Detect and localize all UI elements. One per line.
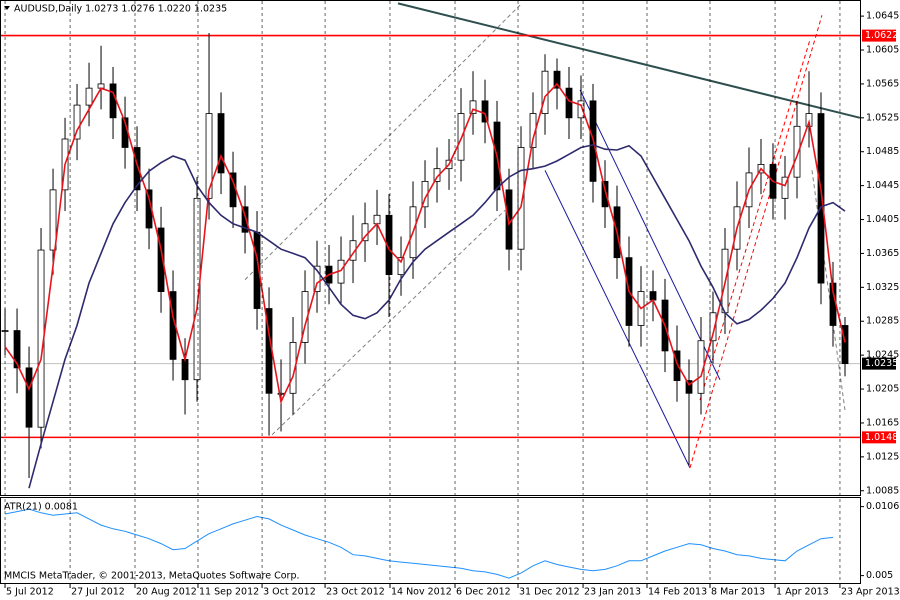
candle-body	[397, 257, 405, 276]
y-tick-label: 1.0565	[866, 78, 899, 89]
trendline	[271, 209, 506, 436]
atr-plot	[4, 508, 834, 579]
trendline	[689, 15, 823, 469]
y-tick-label: 1.0445	[866, 180, 899, 191]
y-tick-label: 1.0605	[866, 45, 899, 56]
trendline	[811, 170, 846, 411]
y-tick-label: 1.0525	[866, 112, 899, 123]
trendline	[244, 4, 521, 281]
main-plot	[1, 2, 861, 489]
y-tick-label: 0.0106	[866, 501, 899, 512]
x-tick-label: 1 Apr 2013	[776, 587, 829, 598]
candle-body	[289, 342, 297, 394]
x-tick-label: 6 Dec 2012	[456, 587, 511, 598]
candle-body	[553, 70, 561, 89]
chart-title: AUDUSD,Daily 1.0273 1.0276 1.0220 1.0235	[14, 4, 227, 15]
x-tick-label: 27 Jul 2012	[71, 587, 125, 598]
moving-average	[28, 144, 846, 489]
y-tick-label: 1.0365	[866, 248, 899, 259]
level-label-bg	[862, 29, 896, 42]
x-tick-label: 3 Oct 2012	[263, 587, 316, 598]
candle-body	[817, 113, 825, 284]
y-tick-label: 1.0405	[866, 214, 899, 225]
candle-body	[781, 176, 789, 199]
candle-body	[469, 100, 477, 114]
candle-body	[313, 265, 321, 292]
moving-average	[4, 82, 846, 405]
candle-body	[685, 380, 693, 394]
candle-body	[601, 180, 609, 208]
candle-body	[193, 197, 201, 381]
y-tick-label: 1.0165	[866, 417, 899, 428]
title-icon	[4, 6, 10, 10]
y-tick-label: 1.0085	[866, 485, 899, 496]
y-tick-label: 1.0285	[866, 316, 899, 327]
candle-body	[565, 87, 573, 119]
candle-body	[241, 206, 249, 233]
candle-body	[25, 367, 33, 428]
copyright: MMCIS MetaTrader, © 2001-2013, MetaQuote…	[4, 571, 300, 582]
candle-body	[73, 104, 81, 140]
x-tick-label: 8 Mar 2013	[711, 587, 765, 598]
level-label: 1.0148	[865, 432, 898, 443]
y-tick-label: 1.0125	[866, 451, 899, 462]
x-tick-label: 14 Nov 2012	[391, 587, 452, 598]
candle-body	[109, 83, 117, 119]
candle-body	[13, 330, 21, 369]
candle-body	[481, 100, 489, 123]
price-label: 1.0235	[865, 358, 898, 369]
candle-body	[373, 214, 381, 225]
y-tick-label: 1.0205	[866, 384, 899, 395]
atr-panel	[0, 497, 861, 584]
candle-body	[133, 147, 141, 191]
candle-body	[85, 87, 93, 106]
candle-body	[541, 70, 549, 114]
candle-body	[517, 147, 525, 250]
y-tick-label: 1.0325	[866, 282, 899, 293]
trendline	[579, 89, 721, 380]
x-tick-label: 23 Apr 2013	[841, 587, 900, 598]
level-label: 1.0622	[865, 30, 898, 41]
y-tick-label: 1.0485	[866, 146, 899, 157]
x-tick-label: 11 Sep 2012	[199, 587, 259, 598]
candle-body	[205, 113, 213, 199]
x-tick-label: 5 Jul 2012	[6, 587, 54, 598]
candle-body	[649, 291, 657, 301]
main-panel	[0, 0, 861, 496]
candle-body	[673, 350, 681, 381]
x-tick-label: 14 Feb 2013	[648, 587, 707, 598]
candle-body	[49, 189, 57, 251]
y-tick-label: 0.005	[866, 570, 893, 581]
x-tick-label: 20 Aug 2012	[136, 587, 197, 598]
atr-title: ATR(21) 0.0081	[4, 502, 78, 513]
candle-body	[157, 227, 165, 292]
candle-body	[385, 214, 393, 276]
y-tick-label: 1.0645	[866, 11, 899, 22]
level-label-bg	[862, 431, 896, 444]
candle-body	[793, 125, 801, 178]
y-tick-label: 1.0245	[866, 350, 899, 361]
trendline	[397, 2, 861, 119]
x-tick-label: 23 Jan 2013	[584, 587, 641, 598]
atr-line	[4, 508, 834, 579]
candle-body	[577, 100, 585, 119]
candle-body	[217, 113, 225, 174]
price-label-bg	[862, 357, 896, 370]
x-tick-label: 31 Dec 2012	[519, 587, 580, 598]
candle-body	[841, 325, 849, 365]
x-tick-label: 23 Oct 2012	[326, 587, 385, 598]
trendline	[544, 170, 691, 469]
